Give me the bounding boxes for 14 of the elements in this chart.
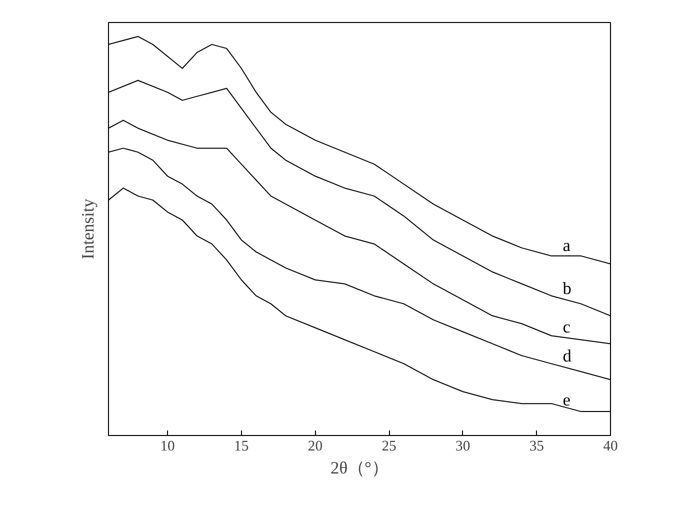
series-label: c	[562, 317, 571, 336]
x-tick-label: 30	[456, 438, 470, 454]
series-label: e	[562, 390, 571, 410]
x-axis-title: 2θ（°）	[330, 458, 388, 478]
series-label: a	[562, 236, 571, 255]
x-tick-label: 15	[234, 438, 249, 454]
series-label: d	[562, 346, 572, 366]
x-tick-label: 25	[382, 438, 396, 454]
series-label: b	[562, 278, 572, 298]
x-tick-label: 10	[160, 438, 175, 454]
y-axis-title: Intensity	[78, 198, 98, 260]
x-tick-label: 40	[603, 438, 618, 454]
x-tick-label: 35	[529, 438, 544, 454]
x-tick-label: 20	[308, 438, 323, 454]
